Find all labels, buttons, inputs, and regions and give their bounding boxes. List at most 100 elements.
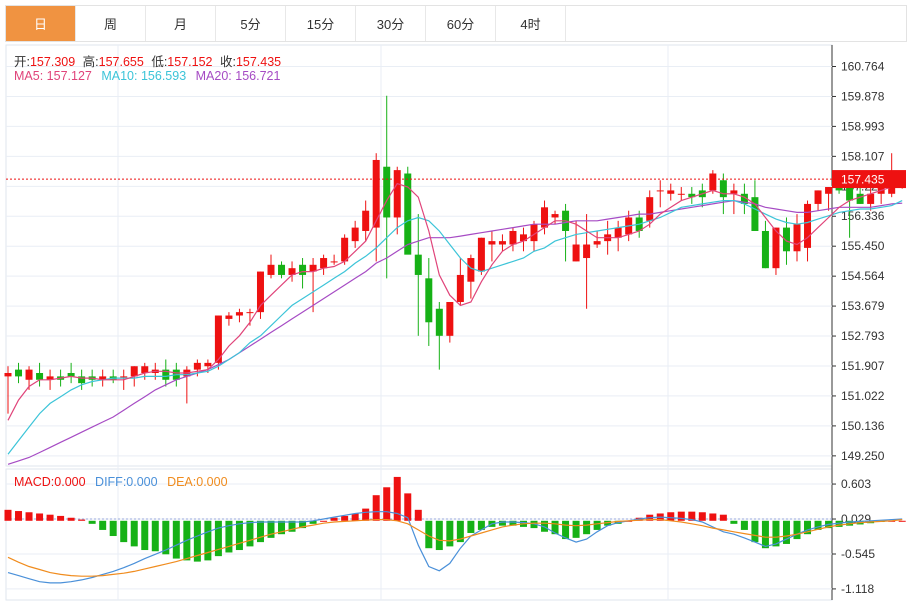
macd-bar-14 (151, 520, 159, 552)
diff-label: DIFF: (95, 475, 127, 489)
macd-bar-7 (78, 519, 86, 521)
macd-bar-53 (562, 520, 570, 540)
diff-line (7, 511, 903, 584)
ytick-label-macd-0: 0.603 (841, 477, 871, 491)
candle-body-26 (278, 264, 286, 275)
macd-bar-70 (740, 520, 748, 530)
high-label: 高: (82, 55, 99, 69)
macd-bar-38 (404, 493, 412, 521)
tab-1[interactable]: 周 (76, 6, 146, 41)
macd-bar-5 (57, 515, 65, 521)
tab-7[interactable]: 4时 (496, 6, 566, 41)
ma-info: MA5: 157.127 MA10: 156.593 MA20: 156.721 (14, 69, 280, 83)
macd-bar-6 (67, 517, 75, 521)
macd-bar-69 (730, 520, 738, 524)
ytick-label-main-11: 151.022 (841, 389, 885, 403)
macd-bar-50 (530, 520, 538, 529)
macd-bar-40 (425, 520, 433, 549)
ma10-value: 156.593 (140, 69, 187, 83)
candle-body-54 (572, 244, 580, 262)
macd-bar-85 (898, 520, 906, 522)
candle-body-1 (15, 369, 23, 377)
low-value: 157.152 (167, 55, 213, 69)
candle-body-52 (551, 214, 559, 218)
candle-body-49 (519, 234, 527, 242)
candle-body-38 (404, 173, 412, 255)
candle-body-13 (141, 366, 149, 374)
ytick-label-main-6: 155.450 (841, 239, 885, 253)
ma20-line (7, 199, 903, 465)
candle-body-2 (25, 369, 33, 380)
macd-bar-34 (362, 508, 370, 521)
macd-label: MACD: (14, 475, 55, 489)
candle-body-76 (804, 203, 812, 248)
macd-bar-32 (341, 515, 349, 521)
candle-body-37 (393, 170, 401, 218)
candle-body-62 (656, 190, 664, 192)
macd-bar-45 (477, 520, 485, 530)
macd-bar-77 (814, 520, 822, 530)
candle-body-9 (99, 376, 107, 380)
candle-body-79 (835, 187, 843, 191)
candle-body-64 (677, 193, 685, 195)
candle-body-42 (446, 301, 454, 336)
candle-body-20 (214, 315, 222, 363)
candle-body-12 (130, 366, 138, 377)
candle-body-82 (867, 193, 875, 204)
candle-body-34 (362, 210, 370, 231)
macd-bar-71 (751, 520, 759, 543)
macd-info: MACD:0.000 DIFF:0.000 DEA:0.000 (14, 475, 228, 489)
diff-value: 0.000 (126, 475, 158, 489)
candle-body-55 (583, 244, 591, 259)
candle-body-7 (78, 376, 86, 384)
macd-bar-42 (446, 520, 454, 547)
open-label: 开: (14, 55, 30, 69)
macd-bar-33 (351, 513, 359, 521)
macd-bar-8 (88, 520, 96, 524)
ytick-label-main-7: 154.564 (841, 269, 885, 283)
tab-5[interactable]: 30分 (356, 6, 426, 41)
tab-3[interactable]: 5分 (216, 6, 286, 41)
candle-body-81 (856, 193, 864, 204)
tab-2[interactable]: 月 (146, 6, 216, 41)
macd-bar-24 (256, 520, 264, 543)
macd-bar-51 (541, 520, 549, 532)
macd-bar-18 (193, 520, 201, 562)
macd-bar-75 (793, 520, 801, 540)
candle-body-48 (509, 230, 517, 245)
candle-body-74 (782, 227, 790, 252)
macd-bar-57 (604, 520, 612, 526)
tab-6[interactable]: 60分 (426, 6, 496, 41)
macd-bar-31 (330, 517, 338, 521)
macd-bar-39 (414, 509, 422, 521)
candle-body-27 (288, 268, 296, 275)
ytick-label-main-13: 149.250 (841, 449, 885, 463)
candle-body-25 (267, 264, 275, 275)
candle-body-80 (846, 187, 854, 201)
candle-body-40 (425, 278, 433, 323)
candle-body-65 (688, 193, 696, 198)
candle-body-61 (646, 197, 654, 221)
macd-bar-23 (246, 520, 254, 547)
ma20-value: 156.721 (235, 69, 281, 83)
macd-bar-20 (214, 520, 222, 557)
candle-body-33 (351, 227, 359, 242)
macd-bar-73 (772, 520, 780, 547)
tab-4[interactable]: 15分 (286, 6, 356, 41)
macd-bar-21 (225, 520, 233, 553)
macd-bar-48 (509, 520, 517, 526)
ma5-value: 157.127 (46, 69, 92, 83)
macd-bar-1 (15, 511, 23, 521)
candle-body-44 (467, 258, 475, 282)
tab-0[interactable]: 日 (6, 6, 76, 41)
ytick-label-macd-3: -1.118 (841, 582, 874, 596)
candle-body-46 (488, 241, 496, 245)
macd-bar-54 (572, 520, 580, 538)
macd-bar-76 (804, 520, 812, 535)
candle-body-75 (793, 224, 801, 252)
macd-bar-35 (372, 495, 380, 521)
ytick-label-main-1: 159.878 (841, 89, 885, 103)
candle-body-70 (740, 193, 748, 204)
candle-body-31 (330, 261, 338, 263)
candle-body-51 (541, 207, 549, 228)
